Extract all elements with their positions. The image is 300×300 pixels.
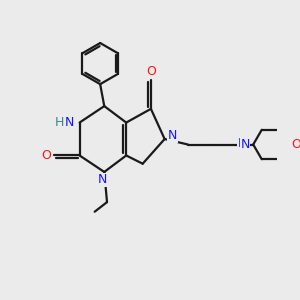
Text: O: O [291,138,300,151]
Text: N: N [98,173,108,186]
Text: N: N [240,138,250,151]
Text: N: N [168,129,177,142]
Text: N: N [238,136,247,150]
Text: H: H [55,116,64,129]
Text: O: O [41,149,51,162]
Text: N: N [64,116,74,129]
Text: O: O [146,65,156,78]
